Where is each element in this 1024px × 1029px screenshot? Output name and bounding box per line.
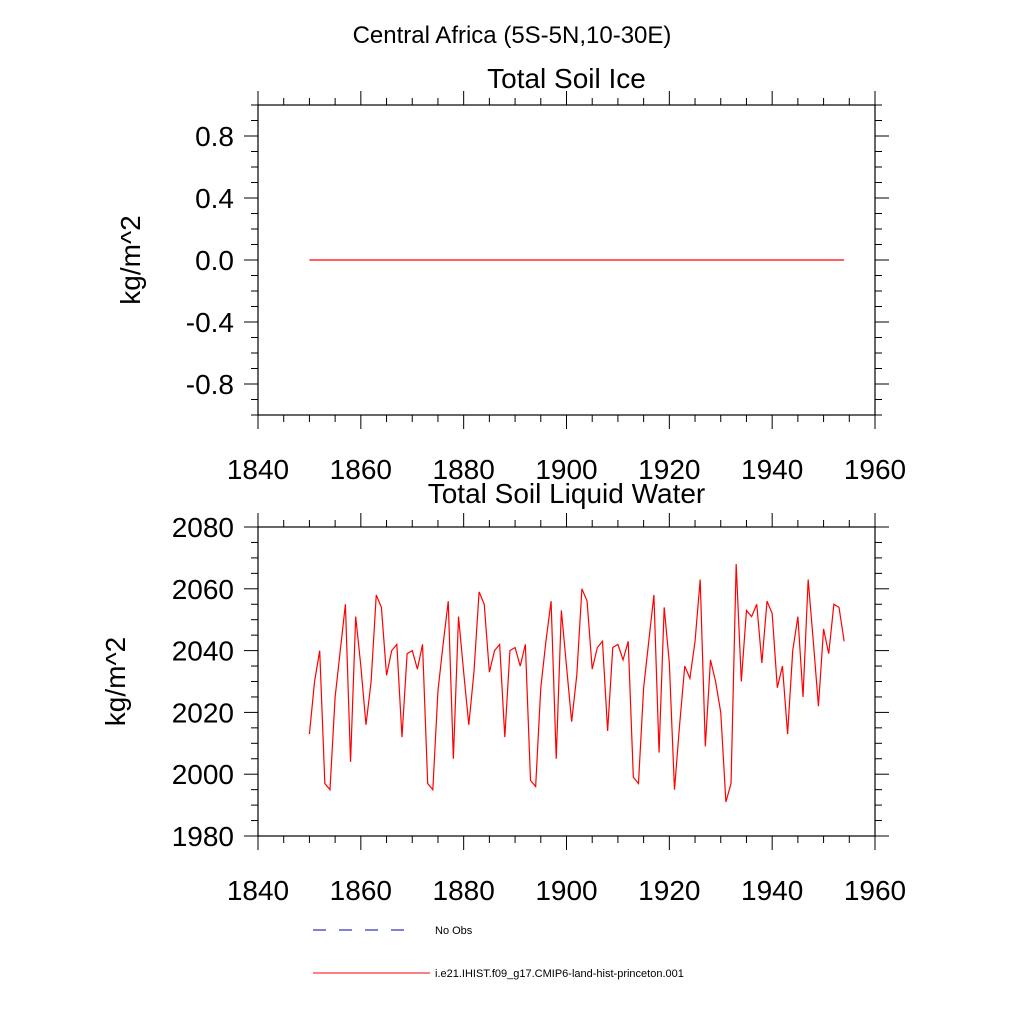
- x-tick-label: 1860: [330, 875, 392, 906]
- plot-frame: [257, 526, 876, 837]
- y-tick-label: -0.8: [186, 369, 234, 400]
- x-tick-label: 1840: [227, 454, 289, 485]
- legend-label-model: i.e21.IHIST.f09_g17.CMIP6-land-hist-prin…: [435, 968, 684, 980]
- x-tick-label: 1940: [741, 454, 803, 485]
- x-tick-label: 1860: [330, 454, 392, 485]
- x-tick-label: 1840: [227, 875, 289, 906]
- chart-title: Total Soil Liquid Water: [428, 478, 706, 509]
- x-tick-label: 1880: [433, 454, 495, 485]
- y-tick-label: 0.8: [195, 121, 234, 152]
- y-tick-label: 2040: [172, 636, 234, 667]
- y-tick-label: 2000: [172, 759, 234, 790]
- y-tick-label: -0.4: [186, 307, 234, 338]
- series-line: [308, 564, 845, 803]
- legend: No Obs i.e21.IHIST.f09_g17.CMIP6-land-hi…: [313, 925, 684, 980]
- x-tick-label: 1960: [844, 875, 906, 906]
- y-tick-label: 0.0: [195, 245, 234, 276]
- x-tick-label: 1920: [638, 875, 700, 906]
- y-tick-label: 2020: [172, 697, 234, 728]
- y-tick-label: 1980: [172, 821, 234, 852]
- y-tick-label: 2060: [172, 574, 234, 605]
- page-title: Central Africa (5S-5N,10-30E): [353, 22, 672, 49]
- chart-title: Total Soil Ice: [487, 63, 646, 94]
- x-tick-label: 1900: [535, 454, 597, 485]
- x-tick-label: 1940: [741, 875, 803, 906]
- x-tick-label: 1920: [638, 454, 700, 485]
- y-tick-label: 2080: [172, 512, 234, 543]
- y-axis-label: kg/m^2: [100, 637, 131, 726]
- x-tick-label: 1900: [535, 875, 597, 906]
- panel-total-soil-ice: Total Soil Ice kg/m^2 1840 1860 1880 1900 1920…: [115, 63, 906, 485]
- panel-total-soil-liquid-water: Total Soil Liquid Water kg/m^2 1840 1860 188…: [100, 478, 906, 906]
- x-tick-label: 1880: [433, 875, 495, 906]
- x-tick-label: 1960: [844, 454, 906, 485]
- y-axis-label: kg/m^2: [115, 215, 146, 304]
- y-tick-label: 0.4: [195, 183, 234, 214]
- legend-label-no-obs: No Obs: [435, 925, 473, 937]
